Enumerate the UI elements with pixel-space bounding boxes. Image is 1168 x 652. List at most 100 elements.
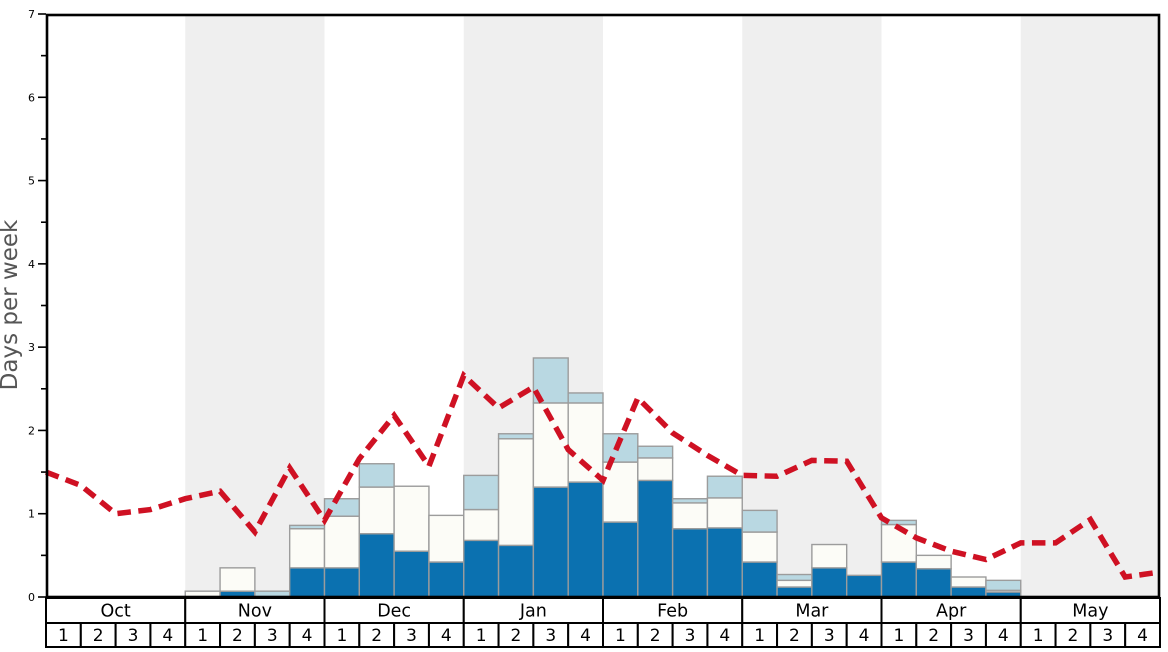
- week-label: 3: [128, 626, 139, 646]
- segment-bottom-dark-blue: [358, 533, 395, 598]
- average-line: [45, 370, 1161, 580]
- segment-middle-white: [880, 523, 918, 563]
- segment-top-light-blue: [463, 474, 500, 511]
- segment-top-light-blue: [985, 579, 1022, 592]
- segment-bottom-dark-blue: [706, 527, 743, 598]
- week-label: 4: [998, 626, 1009, 646]
- y-axis-ticks: 0 1 2 3 4 5 6 7: [28, 8, 46, 604]
- week-cell: [149, 622, 187, 648]
- segment-top-light-blue: [741, 509, 778, 533]
- week-label: 1: [754, 626, 765, 646]
- week-cell: [636, 622, 674, 648]
- month-label: May: [1072, 602, 1108, 622]
- segment-top-light-blue: [776, 573, 813, 582]
- month-label: Mar: [795, 602, 829, 622]
- y-tick-label: 3: [28, 341, 35, 354]
- week-label: 2: [371, 626, 382, 646]
- y-tick-label: 5: [28, 175, 35, 188]
- week-label: 3: [406, 626, 417, 646]
- segment-middle-white: [358, 486, 395, 535]
- week-cell: [845, 622, 883, 648]
- segment-bottom-dark-blue: [393, 550, 430, 598]
- segment-middle-white: [811, 543, 848, 569]
- segment-middle-white: [602, 461, 639, 523]
- week-cell: [462, 622, 500, 648]
- week-label: 1: [1033, 626, 1044, 646]
- segment-bottom-dark-blue: [950, 586, 987, 598]
- week-label: 3: [685, 626, 696, 646]
- week-cell: [219, 622, 256, 648]
- y-tick-label: 0: [28, 591, 35, 604]
- week-label: 2: [232, 626, 243, 646]
- week-cell: [184, 622, 222, 648]
- y-tick-label: 1: [28, 508, 35, 521]
- y-tick-label: 7: [28, 8, 35, 21]
- segment-top-light-blue: [358, 463, 395, 488]
- week-label: 3: [824, 626, 835, 646]
- month-label: Oct: [100, 602, 130, 622]
- week-label: 1: [893, 626, 904, 646]
- month-band-nov: [185, 14, 325, 597]
- segment-middle-white: [393, 485, 430, 552]
- segment-bottom-dark-blue: [880, 561, 918, 598]
- week-cell: [253, 622, 291, 648]
- segment-middle-white: [288, 528, 326, 569]
- week-cell: [393, 622, 430, 648]
- segment-middle-white: [567, 402, 604, 483]
- week-label: 3: [545, 626, 556, 646]
- month-band-may: [1020, 14, 1160, 597]
- y-tick-label: 2: [28, 424, 35, 437]
- month-band-apr: [881, 14, 1021, 597]
- week-label: 4: [302, 626, 313, 646]
- week-label: 1: [58, 626, 69, 646]
- segment-bottom-dark-blue: [288, 567, 326, 598]
- month-band-oct: [46, 14, 186, 597]
- month-cell-mar: [741, 597, 883, 624]
- week-label: 4: [441, 626, 452, 646]
- segment-bottom-dark-blue: [915, 567, 952, 598]
- week-label: 3: [1102, 626, 1113, 646]
- segment-bottom-dark-blue: [323, 567, 361, 598]
- week-cell: [567, 622, 604, 648]
- week-label: 2: [928, 626, 939, 646]
- week-cell: [79, 622, 117, 648]
- month-label: Feb: [657, 602, 688, 622]
- week-cell: [45, 622, 82, 648]
- segment-middle-white: [323, 515, 361, 569]
- segment-bottom-dark-blue: [428, 561, 465, 598]
- y-axis-title: Days per week: [0, 219, 23, 390]
- week-label: 4: [162, 626, 173, 646]
- stacked-bars: [184, 357, 1022, 598]
- segment-bottom-dark-blue: [671, 528, 709, 598]
- week-label: 2: [93, 626, 104, 646]
- segment-bottom-dark-blue: [463, 539, 500, 598]
- segment-middle-white: [428, 514, 465, 563]
- week-label: 2: [511, 626, 522, 646]
- segment-bottom-dark-blue: [567, 481, 604, 598]
- week-cell: [358, 622, 396, 648]
- segment-bottom-dark-blue: [741, 561, 778, 598]
- y-tick-label: 6: [28, 91, 35, 104]
- week-cell: [1019, 622, 1057, 648]
- segment-middle-white: [497, 438, 535, 547]
- segment-middle-white: [671, 502, 709, 530]
- month-label: Dec: [377, 602, 411, 622]
- segment-bottom-dark-blue: [497, 544, 535, 598]
- x-axis-table: Oct Nov Dec Jan Feb Mar Apr May 1 2 3 4 1 2 3 4 1 2 3 4 1 2 3 4…: [45, 597, 1161, 648]
- week-label: 1: [476, 626, 487, 646]
- week-label: 2: [789, 626, 800, 646]
- month-label: Nov: [238, 602, 272, 622]
- segment-middle-white: [915, 554, 952, 570]
- segment-middle-white: [776, 579, 813, 588]
- segment-top-light-blue: [288, 524, 326, 530]
- week-label: 4: [859, 626, 870, 646]
- segment-bottom-dark-blue: [602, 521, 639, 598]
- segment-bottom-dark-blue: [532, 486, 569, 598]
- segment-middle-white: [637, 457, 674, 482]
- segment-bottom-dark-blue: [811, 567, 848, 598]
- y-tick-label: 4: [28, 258, 35, 271]
- week-label: 2: [1068, 626, 1079, 646]
- week-label: 2: [650, 626, 661, 646]
